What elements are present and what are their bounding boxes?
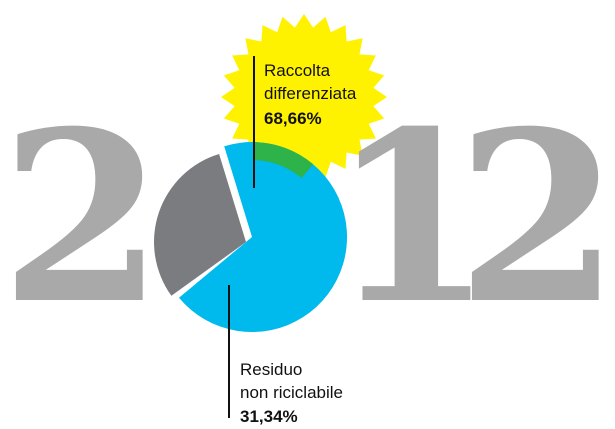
year-digit-1: 1: [330, 80, 494, 356]
label-residuo-line1: Residuo: [240, 360, 302, 379]
label-residuo-value: 31,34%: [240, 407, 298, 426]
label-raccolta-line1: Raccolta: [264, 61, 331, 80]
label-raccolta-line2: differenziata: [264, 84, 357, 103]
label-raccolta-differenziata: Raccolta differenziata 68,66%: [264, 61, 357, 128]
year-digit-2-left: 2: [0, 80, 164, 356]
pie-chart: [154, 142, 348, 333]
pie-slice-raccolta-inner-cover: [252, 160, 304, 237]
pie-slice-residuo: [154, 154, 246, 296]
starburst-badge: [221, 14, 387, 180]
pie-slice-raccolta-differenziata: [179, 142, 348, 333]
label-residuo-line2: non riciclabile: [240, 383, 343, 402]
label-residuo-non-riciclabile: Residuo non riciclabile 31,34%: [240, 360, 343, 426]
label-raccolta-value: 68,66%: [264, 109, 322, 128]
year-digit-2-right: 2: [456, 80, 615, 356]
